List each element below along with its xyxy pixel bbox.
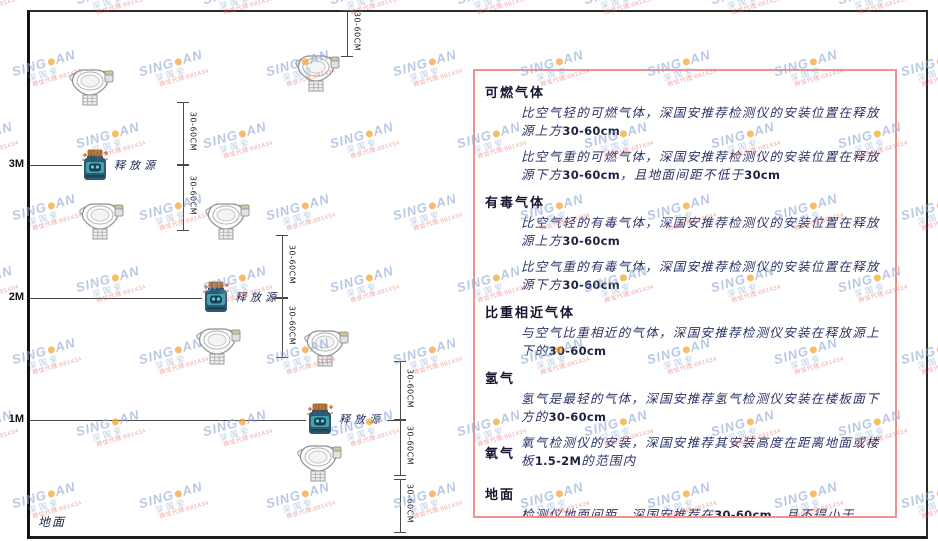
section-paragraph: 比空气轻的有毒气体，深国安推荐检测仪的安装位置在释放源上方30-60cm [521, 215, 880, 248]
guide-section: 有毒气体比空气轻的有毒气体，深国安推荐检测仪的安装位置在释放源上方30-60cm… [485, 192, 883, 293]
dimension-label: 30-60CM [405, 425, 415, 466]
dimension-line [177, 102, 189, 165]
release-source-label: 释放源 [235, 291, 280, 304]
watermark-company: 深国安 [0, 0, 18, 11]
ground-label: 地面 [38, 515, 67, 529]
dimension-line [394, 420, 406, 476]
dimension-label: 30-60CM [188, 175, 198, 216]
section-paragraph: 氧气检测仪的安装，深国安推荐其安装高度在距离地面或楼板1.5-2M的范围内 [521, 435, 880, 468]
dimension-line [276, 235, 288, 298]
release-source-icon [203, 281, 229, 312]
gas-detector-icon [297, 445, 342, 482]
section-heading: 地面 [485, 488, 516, 503]
installation-guide-panel: 可燃气体比空气轻的可燃气体，深国安推荐检测仪的安装位置在释放源上方30-60cm… [473, 69, 897, 518]
guide-section: 氢气 氢气是最轻的气体，深国安推荐氢气检测仪安装在楼板面下方的30-60cm [485, 368, 883, 425]
section-heading: 比重相近气体 [485, 306, 576, 321]
guide-section: 比重相近气体与空气比重相近的气体，深国安推荐检测仪安装在释放源上下的30-60c… [485, 302, 883, 359]
guide-section: 可燃气体比空气轻的可燃气体，深国安推荐检测仪的安装位置在释放源上方30-60cm… [485, 82, 883, 183]
guide-section: 氧气 氧气检测仪的安装，深国安推荐其安装高度在距离地面或楼板1.5-2M的范围内 [485, 434, 883, 469]
section-heading: 氢气 [485, 372, 516, 387]
section-paragraph: 比空气重的可燃气体，深国安推荐检测仪的安装位置在释放源下方30-60cm，且地面… [521, 149, 880, 182]
leader-line [30, 165, 82, 166]
guide-section: 地面检测仪地面间距，深国安推荐在30-60cm，且不得小于30cm，因为过低容易… [485, 484, 883, 518]
dimension-label: 30-60CM [352, 11, 362, 51]
watermark-agent: 微信代理:681434 [0, 428, 20, 449]
section-paragraph: 比空气轻的可燃气体，深国安推荐检测仪的安装位置在释放源上方30-60cm [521, 105, 880, 138]
gas-detector-icon [196, 328, 241, 365]
leader-line [387, 420, 400, 421]
section-heading: 氧气 [485, 447, 516, 462]
section-heading: 有毒气体 [485, 196, 546, 211]
dimension-label: 30-60CM [405, 368, 415, 408]
gas-detector-icon [69, 69, 114, 106]
gas-detector-icon [79, 203, 124, 240]
dimension-line [276, 298, 288, 358]
dimension-label: 30-60CM [287, 244, 297, 284]
dimension-line [177, 165, 189, 231]
axis-label: 2M [8, 291, 24, 303]
dimension-label: 30-60CM [405, 483, 415, 524]
release-source-label: 释放源 [339, 413, 384, 426]
section-paragraph: 检测仪地面间距，深国安推荐在30-60cm，且不得小于30cm，因为过低容易水溅… [521, 507, 855, 518]
dimension-line [341, 10, 353, 57]
watermark-company: 深国安 [0, 132, 18, 155]
release-source-label: 释放源 [114, 159, 159, 172]
room-frame [27, 10, 928, 539]
leader-line [30, 298, 202, 299]
gas-detector-icon [295, 55, 340, 92]
dimension-line [394, 479, 406, 533]
leader-line [30, 420, 306, 421]
gas-detector-icon [205, 203, 250, 240]
dimension-label: 30-60CM [188, 111, 198, 151]
section-paragraph: 与空气比重相近的气体，深国安推荐检测仪安装在释放源上下的30-60cm [521, 325, 880, 358]
section-paragraph: 氢气是最轻的气体，深国安推荐氢气检测仪安装在楼板面下方的30-60cm [521, 391, 880, 424]
axis-label: 1M [8, 413, 24, 425]
watermark-agent: 微信代理:681434 [0, 0, 20, 17]
section-heading: 可燃气体 [485, 86, 546, 101]
dimension-line [394, 361, 406, 420]
section-paragraph: 比空气重的有毒气体，深国安推荐检测仪的安装位置在释放源下方30-60cm [521, 259, 880, 292]
gas-detector-icon [304, 330, 349, 367]
release-source-icon [307, 403, 333, 434]
dimension-label: 30-60CM [287, 305, 297, 346]
release-source-icon [82, 149, 108, 180]
axis-label: 3M [8, 158, 24, 170]
